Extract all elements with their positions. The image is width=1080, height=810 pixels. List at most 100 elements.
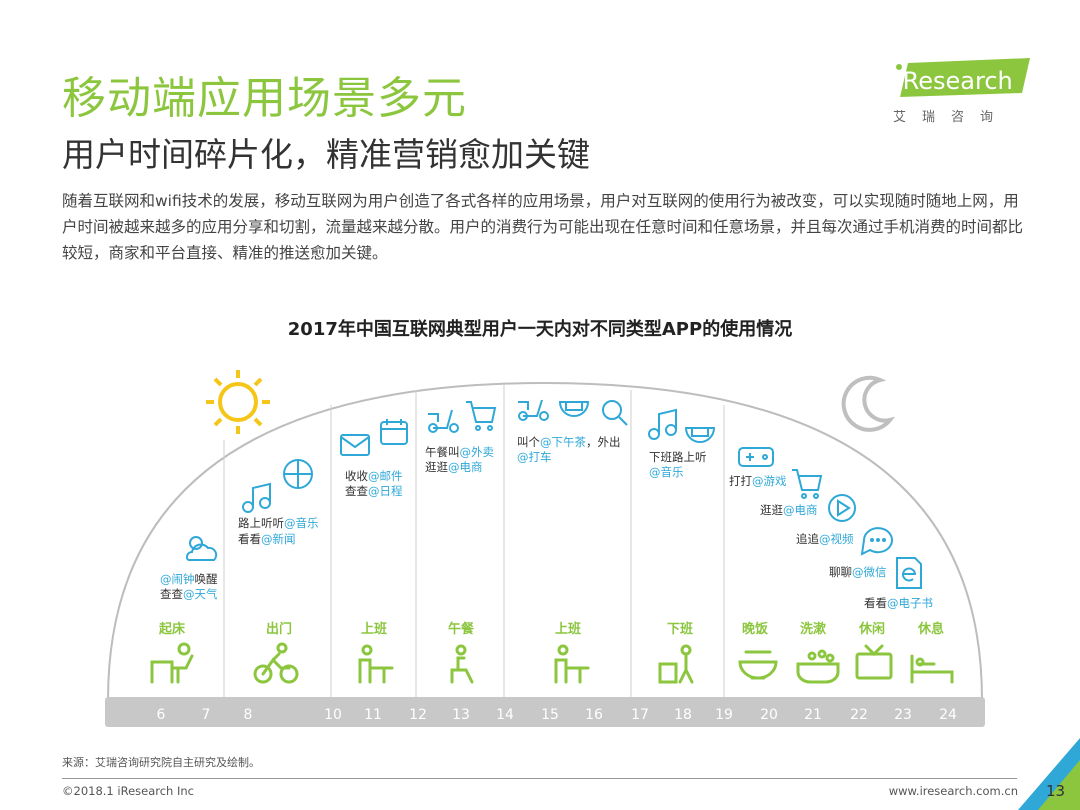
usage-label: @视频 bbox=[819, 532, 854, 546]
activity-label: 休闲 bbox=[858, 621, 885, 637]
svg-text:逛逛@电商: 逛逛@电商 bbox=[760, 503, 818, 517]
usage-label: @电子书 bbox=[887, 596, 933, 610]
hour-tick-label: 7 bbox=[202, 707, 211, 723]
iresearch-logo: iResearch bbox=[896, 58, 1030, 97]
activity-label: 午餐 bbox=[448, 621, 475, 637]
hour-tick-label: 19 bbox=[715, 707, 733, 723]
usage-label: 追追 bbox=[796, 532, 819, 546]
usage-label: @邮件 bbox=[368, 469, 403, 483]
svg-text:打打@游戏: 打打@游戏 bbox=[729, 474, 787, 488]
svg-text:@音乐: @音乐 bbox=[649, 465, 684, 479]
day-arc bbox=[107, 381, 983, 701]
activity-label: 晚饭 bbox=[742, 621, 768, 637]
logo-chinese-text: 艾瑞咨询 bbox=[893, 110, 1010, 125]
hour-tick-label: 18 bbox=[674, 707, 692, 723]
hour-tick-label: 6 bbox=[157, 707, 166, 723]
svg-text:午餐叫@外卖: 午餐叫@外卖 bbox=[425, 445, 494, 459]
activity-label: 起床 bbox=[158, 621, 186, 637]
activity-label: 洗漱 bbox=[800, 621, 827, 637]
usage-label: @游戏 bbox=[752, 474, 787, 488]
usage-label: 看看 bbox=[864, 596, 887, 610]
usage-label: 逛逛 bbox=[760, 503, 783, 517]
weather-icon bbox=[186, 536, 218, 561]
usage-label: 聊聊 bbox=[829, 565, 852, 579]
music-note-icon bbox=[648, 408, 677, 440]
usage-label: 查查 bbox=[345, 484, 368, 498]
calendar-icon bbox=[380, 419, 408, 445]
hour-tick-label: 23 bbox=[894, 707, 912, 723]
activity-label: 上班 bbox=[555, 621, 581, 637]
corner-decoration bbox=[1018, 738, 1080, 810]
usage-label: @天气 bbox=[183, 587, 218, 601]
usage-label: @闹钟 bbox=[160, 572, 195, 586]
cart-icon bbox=[466, 401, 497, 431]
usage-label: 唤醒 bbox=[195, 572, 218, 586]
activity-label: 下班 bbox=[667, 621, 693, 637]
usage-label: 打打 bbox=[729, 474, 752, 488]
hour-tick-label: 13 bbox=[452, 707, 470, 723]
website-link[interactable]: www.iresearch.com.cn bbox=[888, 784, 1018, 798]
activity-label: 上班 bbox=[361, 621, 387, 637]
wake-up-icon bbox=[150, 642, 194, 684]
usage-label: @下午茶 bbox=[540, 435, 586, 449]
svg-text:收收@邮件: 收收@邮件 bbox=[345, 469, 403, 483]
sun-icon bbox=[206, 370, 270, 434]
mail-icon bbox=[340, 434, 370, 456]
hour-tick-label: 21 bbox=[804, 707, 822, 723]
hour-tick-label: 24 bbox=[939, 707, 957, 723]
svg-text:查查@日程: 查查@日程 bbox=[345, 484, 403, 498]
usage-label: @日程 bbox=[368, 484, 403, 498]
hour-tick-label: 12 bbox=[409, 707, 427, 723]
copyright-text: ©2018.1 iResearch Inc bbox=[62, 784, 194, 798]
usage-label: @电商 bbox=[448, 460, 483, 474]
usage-label: @电商 bbox=[783, 503, 818, 517]
music-note-icon bbox=[242, 482, 271, 513]
hour-tick-label: 20 bbox=[760, 707, 778, 723]
svg-text:看看@电子书: 看看@电子书 bbox=[864, 596, 933, 610]
chart-title: 2017年中国互联网典型用户一天内对不同类型APP的使用情况 bbox=[287, 319, 793, 340]
usage-label: 叫个 bbox=[517, 435, 540, 449]
usage-label: 路上听听 bbox=[238, 516, 284, 530]
usage-label: 下班路上听 bbox=[649, 450, 707, 464]
moon-icon bbox=[841, 375, 896, 432]
usage-label: 看看 bbox=[238, 532, 261, 546]
svg-text:看看@新闻: 看看@新闻 bbox=[238, 532, 296, 546]
hour-tick-label: 22 bbox=[850, 707, 868, 723]
page-number: 13 bbox=[1046, 782, 1066, 800]
usage-label: @微信 bbox=[852, 565, 887, 579]
usage-label: ，外出 bbox=[586, 435, 621, 449]
hour-tick-label: 14 bbox=[496, 707, 514, 723]
desk-worker-icon bbox=[554, 644, 590, 684]
usage-label: 逛逛 bbox=[425, 460, 448, 474]
tv-icon bbox=[855, 644, 893, 680]
hour-tick-label: 16 bbox=[585, 707, 603, 723]
scooter-icon bbox=[518, 399, 549, 421]
svg-text:@闹钟唤醒: @闹钟唤醒 bbox=[160, 572, 218, 586]
svg-text:查查@天气: 查查@天气 bbox=[160, 587, 218, 601]
usage-label: 收收 bbox=[345, 469, 368, 483]
svg-text:聊聊@微信: 聊聊@微信 bbox=[829, 565, 887, 579]
hour-tick-label: 17 bbox=[631, 707, 649, 723]
cup-icon bbox=[684, 427, 716, 443]
source-note: 来源：艾瑞咨询研究院自主研究及绘制。 bbox=[62, 756, 260, 769]
usage-label: @新闻 bbox=[261, 532, 296, 546]
logo-brand-text: iResearch bbox=[896, 67, 1013, 95]
page-title: 移动端应用场景多元 bbox=[62, 73, 467, 124]
bed-icon bbox=[910, 654, 954, 684]
usage-label: @外卖 bbox=[460, 445, 495, 459]
usage-label: @打车 bbox=[517, 450, 552, 464]
news-icon bbox=[283, 459, 313, 489]
chat-bubble-icon bbox=[860, 527, 893, 556]
svg-text:追追@视频: 追追@视频 bbox=[796, 532, 854, 546]
hour-tick-label: 15 bbox=[541, 707, 559, 723]
svg-text:下班路上听: 下班路上听 bbox=[649, 450, 707, 464]
page-subtitle: 用户时间碎片化，精准营销愈加关键 bbox=[62, 135, 590, 174]
search-icon bbox=[602, 400, 628, 426]
svg-text:逛逛@电商: 逛逛@电商 bbox=[425, 460, 483, 474]
intro-paragraph: 随着互联网和wifi技术的发展，移动互联网为用户创造了各式各样的应用场景，用户对… bbox=[62, 192, 1024, 262]
svg-text:叫个@下午茶，外出: 叫个@下午茶，外出 bbox=[517, 435, 621, 449]
diner-icon bbox=[450, 644, 474, 684]
usage-label: @音乐 bbox=[284, 516, 319, 530]
rice-bowl-icon bbox=[738, 650, 778, 680]
